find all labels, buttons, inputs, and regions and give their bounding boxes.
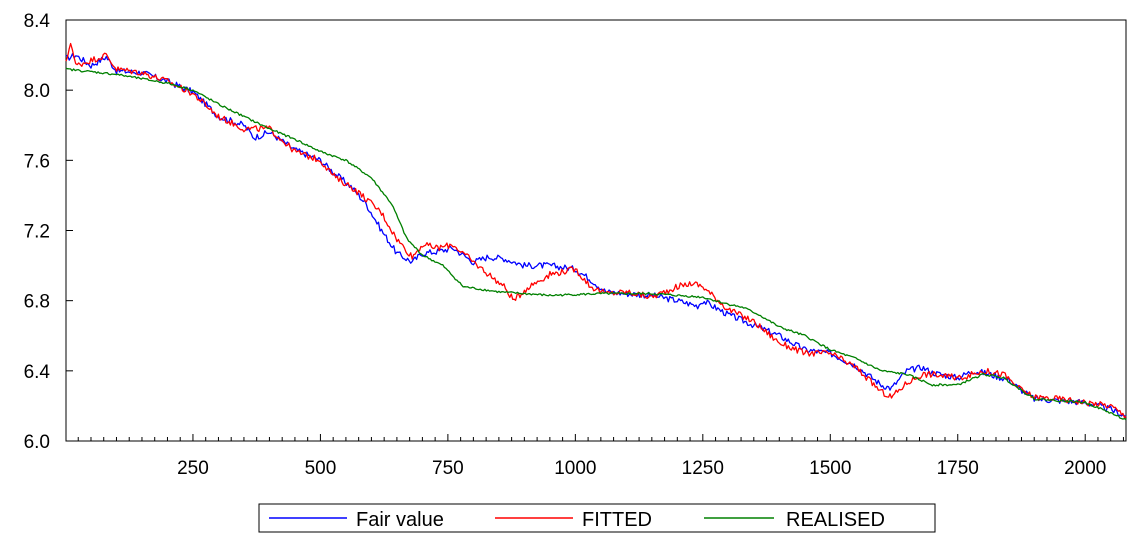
legend-box xyxy=(258,503,936,533)
legend-label-fair-value: Fair value xyxy=(356,509,444,531)
y-tick-label: 7.2 xyxy=(24,222,50,243)
y-tick-label: 8.0 xyxy=(24,81,50,102)
series-line-fair-value xyxy=(65,53,1127,418)
x-tick-label: 750 xyxy=(432,458,464,479)
x-tick-label: 1500 xyxy=(809,458,851,479)
x-tick-label: 1250 xyxy=(682,458,724,479)
legend: Fair value FITTED REALISED xyxy=(258,503,936,533)
y-tick-label: 6.8 xyxy=(24,292,50,313)
legend-label-fitted: FITTED xyxy=(582,509,652,531)
y-tick-label: 8.4 xyxy=(24,11,51,32)
legend-label-realised: REALISED xyxy=(786,509,885,531)
x-tick-label: 1000 xyxy=(554,458,596,479)
series-line-fitted xyxy=(65,42,1127,419)
x-axis: 250 500 750 1000 1250 1500 1750 2000 xyxy=(77,434,1124,479)
x-tick-label: 500 xyxy=(305,458,337,479)
x-tick-label: 1750 xyxy=(937,458,979,479)
series-line-realised xyxy=(65,67,1127,421)
y-tick-label: 6.0 xyxy=(24,432,50,453)
plot-frame xyxy=(65,19,1127,442)
y-tick-label: 6.4 xyxy=(24,362,51,383)
y-axis: 6.0 6.4 6.8 7.2 7.6 8.0 8.4 xyxy=(24,11,73,453)
series-lines xyxy=(65,42,1127,421)
x-tick-label: 250 xyxy=(177,458,209,479)
y-tick-label: 7.6 xyxy=(24,151,50,172)
x-tick-label: 2000 xyxy=(1064,458,1106,479)
